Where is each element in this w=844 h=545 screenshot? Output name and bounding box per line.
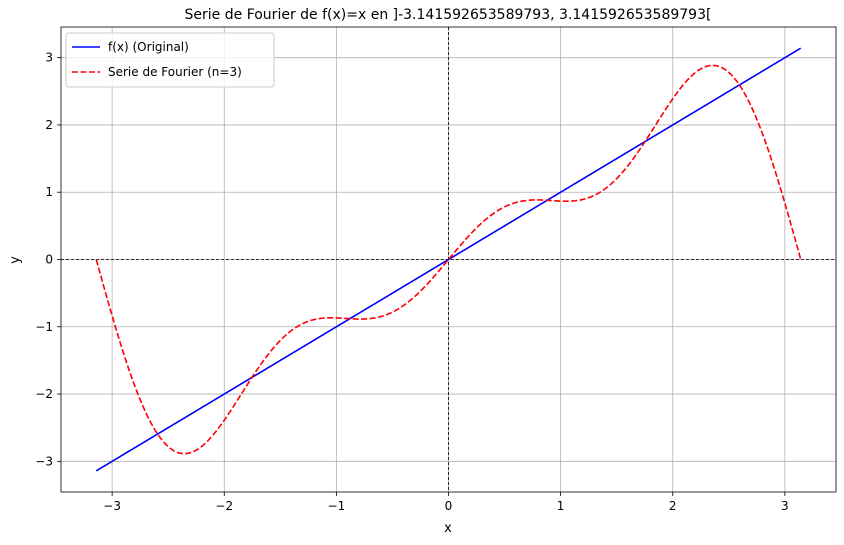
series-fourier-line <box>95 64 802 455</box>
series-original-line <box>95 47 802 472</box>
y-axis-label: y <box>8 256 23 264</box>
series-group <box>95 47 802 472</box>
legend: f(x) (Original) Serie de Fourier (n=3) <box>65 32 275 88</box>
x-tick-label: −1 <box>328 499 346 513</box>
y-tick-label: 0 <box>45 253 53 267</box>
y-axis-ticks: −3 −2 −1 0 1 2 3 <box>35 51 61 468</box>
chart-title: Serie de Fourier de f(x)=x en ]-3.141592… <box>185 7 712 23</box>
x-tick-label: −3 <box>103 499 121 513</box>
x-tick-label: 3 <box>781 499 789 513</box>
y-tick-label: 2 <box>45 118 53 132</box>
y-tick-label: 3 <box>45 51 53 65</box>
legend-label-original: f(x) (Original) <box>108 40 189 54</box>
x-tick-label: 2 <box>669 499 677 513</box>
x-tick-label: 1 <box>557 499 565 513</box>
legend-label-fourier: Serie de Fourier (n=3) <box>108 65 242 79</box>
y-tick-label: 1 <box>45 185 53 199</box>
y-tick-label: −3 <box>35 454 53 468</box>
x-axis-ticks: −3 −2 −1 0 1 2 3 <box>103 492 789 513</box>
y-tick-label: −1 <box>35 320 53 334</box>
x-tick-label: −2 <box>215 499 233 513</box>
legend-box <box>65 32 275 88</box>
x-axis-label: x <box>444 521 452 536</box>
x-tick-label: 0 <box>445 499 453 513</box>
y-tick-label: −2 <box>35 387 53 401</box>
